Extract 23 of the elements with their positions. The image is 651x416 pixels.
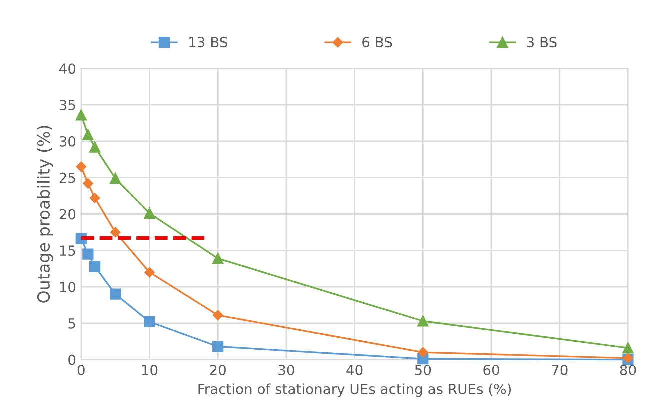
x-tick-label: 60 <box>484 364 500 376</box>
legend-label: 13 BS <box>190 37 228 48</box>
x-tick-label: 20 <box>210 364 226 376</box>
legend-label: 3 BS <box>527 37 557 48</box>
x-tick-label: 0 <box>78 364 85 376</box>
y-tick-label: 0 <box>68 354 76 366</box>
y-tick-label: 40 <box>60 64 76 74</box>
x-tick-label: 40 <box>346 364 363 376</box>
x-tick-label: 70 <box>552 364 568 376</box>
y-tick-label: 30 <box>60 136 76 147</box>
x-axis-title: Fraction of stationary UEs acting as RUEs (%) <box>198 384 512 398</box>
y-tick-label: 25 <box>60 172 76 184</box>
x-tick-label: 50 <box>415 364 432 376</box>
y-tick-label: 10 <box>60 282 76 293</box>
x-tick-label: 80 <box>620 364 636 376</box>
x-tick-label: 30 <box>278 364 294 376</box>
y-tick-label: 15 <box>60 246 76 256</box>
y-tick-label: 35 <box>60 100 76 111</box>
legend-label: 6 BS <box>362 37 392 48</box>
x-tick-label: 10 <box>142 364 158 376</box>
y-tick-label: 20 <box>60 209 76 220</box>
y-tick-label: 5 <box>68 318 76 329</box>
y-axis-title: Outage proability (%) <box>37 126 54 303</box>
